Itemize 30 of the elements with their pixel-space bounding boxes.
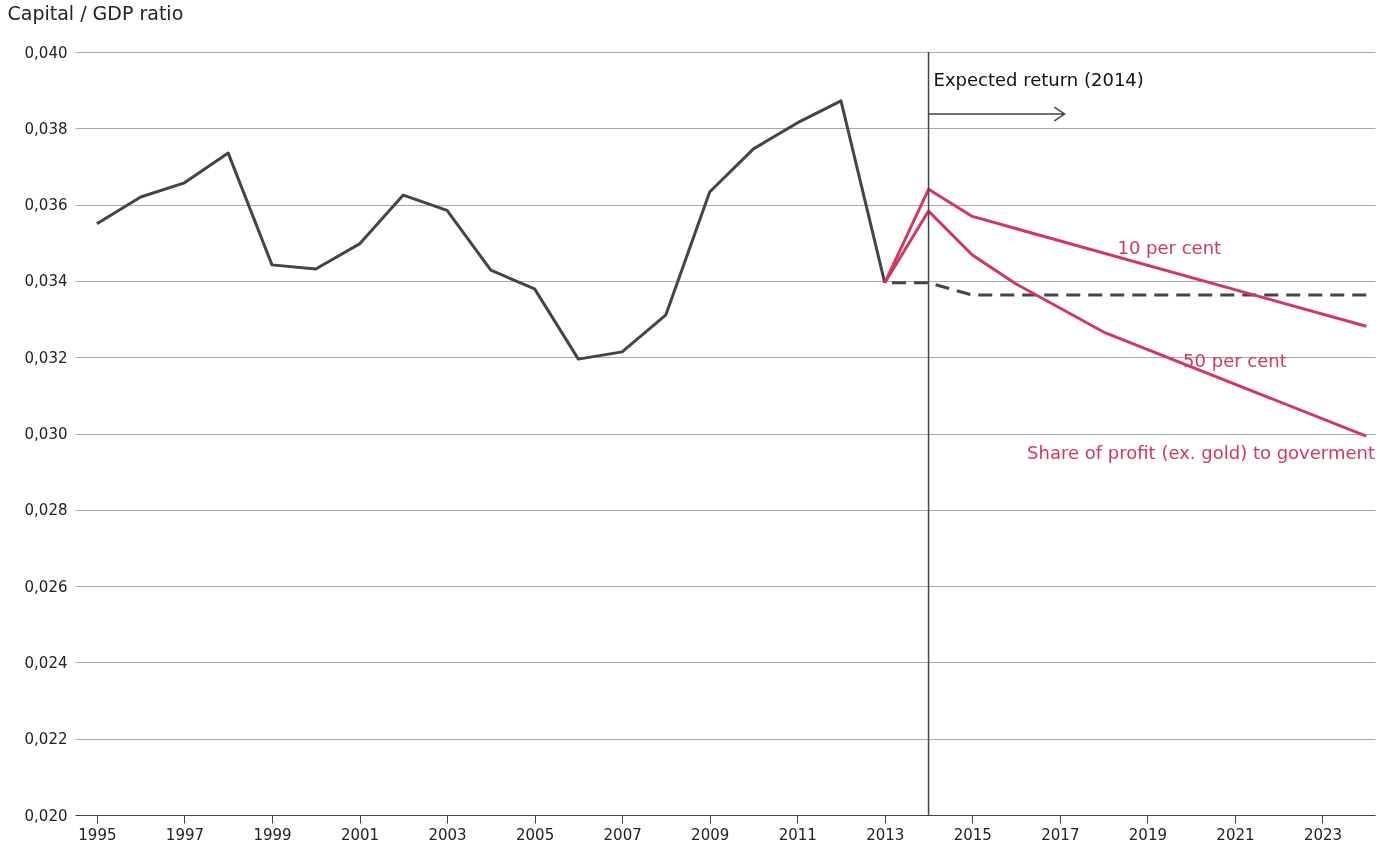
y-tick-label: 0,036 <box>24 196 68 215</box>
y-tick-label: 0,028 <box>24 501 68 520</box>
x-tick-label: 2019 <box>1128 825 1167 844</box>
x-tick-label: 2023 <box>1303 825 1343 844</box>
annotation: Share of profit (ex. gold) to goverment <box>1027 441 1375 463</box>
y-tick-label: 0,026 <box>24 577 68 596</box>
x-tick-label: 2003 <box>428 825 467 844</box>
y-tick-label: 0,032 <box>24 348 68 367</box>
series-label: 10 per cent <box>1117 237 1222 259</box>
y-tick-label: 0,024 <box>24 653 68 672</box>
x-tick-label: 2001 <box>340 825 380 844</box>
y-tick-label: 0,034 <box>24 272 68 291</box>
y-tick-label: 0,038 <box>24 119 68 138</box>
ref-line-label: Expected return (2014) <box>933 69 1144 90</box>
x-tick-label: 2005 <box>516 825 555 844</box>
x-tick-label: 2017 <box>1041 825 1080 844</box>
x-tick-label: 2009 <box>691 825 730 844</box>
x-tick-label: 2015 <box>953 825 992 844</box>
y-tick-label: 0,020 <box>24 806 68 825</box>
y-axis-title: Capital / GDP ratio <box>7 1 184 24</box>
y-tick-label: 0,030 <box>24 425 68 443</box>
x-tick-label: 2021 <box>1216 825 1255 844</box>
x-tick-label: 2007 <box>603 825 642 844</box>
y-tick-label: 0,040 <box>24 43 68 62</box>
x-tick-label: 2011 <box>778 825 817 844</box>
x-tick-label: 1999 <box>253 825 292 844</box>
y-tick-label: 0,022 <box>24 730 68 749</box>
x-tick-label: 2013 <box>866 825 905 844</box>
x-tick-label: 1997 <box>165 825 205 844</box>
x-tick-label: 1995 <box>78 825 117 844</box>
